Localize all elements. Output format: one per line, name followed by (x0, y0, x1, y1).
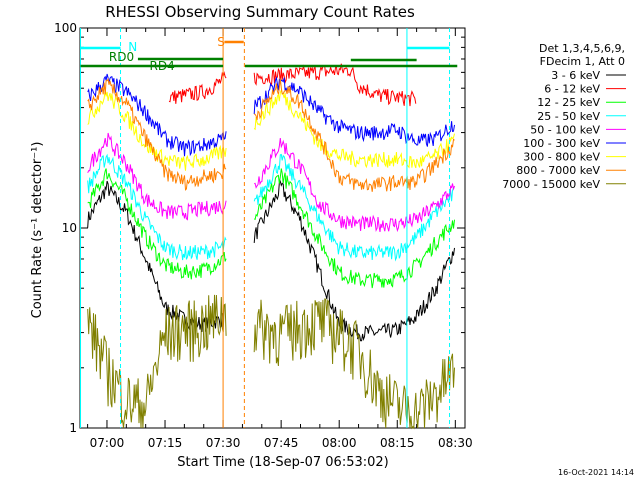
x-tick-label: 08:30 (438, 436, 473, 450)
series-line (87, 132, 455, 233)
x-tick-label: 08:00 (322, 436, 357, 450)
x-tick-label: 07:15 (148, 436, 183, 450)
legend-entry: 50 - 100 keV (530, 123, 600, 136)
legend-entry: 6 - 12 keV (544, 83, 600, 96)
series-group (87, 63, 455, 430)
x-axis-label: Start Time (18-Sep-07 06:53:02) (177, 455, 388, 470)
timestamp-footer: 16-Oct-2021 14:14 (558, 468, 634, 477)
series-line (87, 77, 455, 192)
annotation-rd4: RD4 (150, 59, 175, 73)
x-tick-label: 07:30 (206, 436, 241, 450)
x-tick-label: 07:45 (264, 436, 299, 450)
legend-title-line-1: Det 1,3,4,5,6,9, (539, 42, 625, 55)
legend-entry: 100 - 300 keV (523, 137, 600, 150)
chart-title: RHESSI Observing Summary Count Rates (105, 3, 415, 21)
annotation-rd0: RD0 (109, 50, 134, 64)
legend-entry: 800 - 7000 keV (516, 164, 600, 177)
annotation-saa: S (217, 35, 225, 49)
y-tick-label: 10 (62, 221, 77, 235)
series-line (87, 294, 455, 430)
y-tick-label: 100 (54, 21, 77, 35)
legend-entry: 7000 - 15000 keV (502, 178, 600, 191)
series-line (87, 168, 455, 289)
legend-title-line-2: FDecim 1, Att 0 (540, 55, 625, 68)
series-line (87, 179, 455, 342)
series-line (87, 73, 455, 157)
annotation-night: N (128, 40, 137, 54)
legend-entry: 12 - 25 keV (537, 96, 600, 109)
series-line (87, 153, 455, 262)
legend-entry: 25 - 50 keV (537, 110, 600, 123)
series-line (168, 63, 417, 107)
legend-entry: 300 - 800 keV (523, 151, 600, 164)
y-axis-label: Count Rate (s⁻¹ detector⁻¹) (30, 142, 45, 319)
x-tick-label: 08:15 (380, 436, 415, 450)
legend-entry: 3 - 6 keV (551, 69, 600, 82)
x-tick-label: 07:00 (90, 436, 125, 450)
series-line (87, 88, 455, 171)
y-tick-label: 1 (69, 421, 77, 435)
